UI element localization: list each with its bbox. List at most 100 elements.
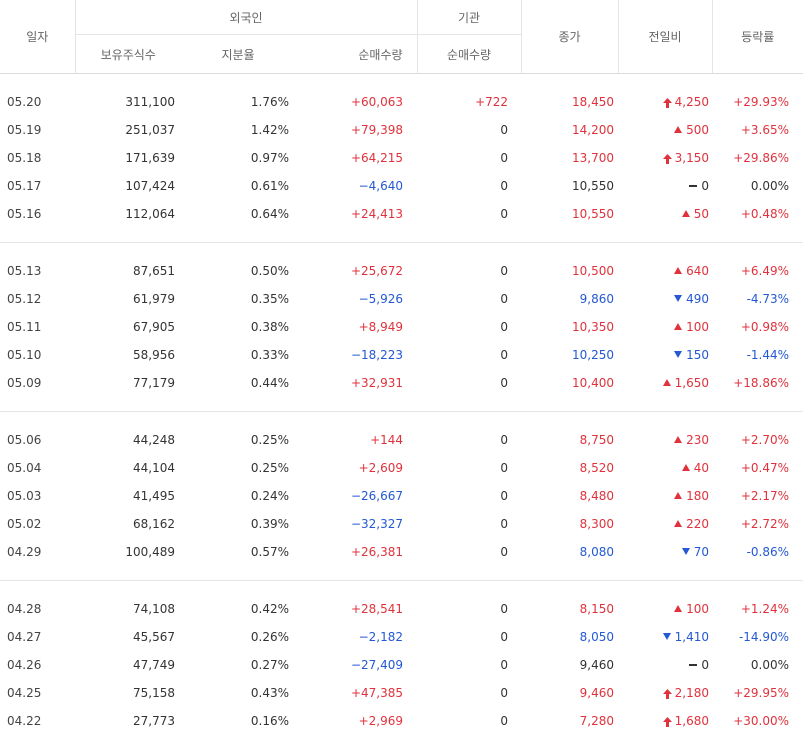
close-cell: 8,520 — [521, 454, 618, 482]
change-cell: 490 — [618, 285, 712, 313]
ownership-cell: 0.16% — [181, 707, 295, 735]
rate-cell: +30.00% — [712, 707, 803, 735]
foreign-net-cell: +26,381 — [295, 538, 417, 566]
change-value: 100 — [686, 320, 709, 334]
table-header: 일자 외국인 기관 종가 전일비 등락률 보유주식수 지분율 순매수량 순매수량 — [0, 0, 803, 74]
ownership-cell: 0.33% — [181, 341, 295, 369]
change-cell: 230 — [618, 426, 712, 454]
triangle-up-icon — [674, 520, 682, 527]
date-cell: 05.04 — [0, 454, 75, 482]
spacer-cell — [0, 243, 803, 258]
change-value: 0 — [701, 658, 709, 672]
inst-net-cell: 0 — [417, 144, 521, 172]
upper-limit-arrow-icon — [663, 97, 672, 107]
ownership-cell: 0.43% — [181, 679, 295, 707]
close-cell: 8,750 — [521, 426, 618, 454]
col-ownership-header: 지분율 — [181, 35, 295, 74]
rate-cell: -4.73% — [712, 285, 803, 313]
inst-net-cell: 0 — [417, 595, 521, 623]
ownership-cell: 0.35% — [181, 285, 295, 313]
holdings-cell: 77,179 — [75, 369, 181, 397]
ownership-cell: 0.39% — [181, 510, 295, 538]
col-inst-net-header: 순매수량 — [417, 35, 521, 74]
foreign-net-cell: +47,385 — [295, 679, 417, 707]
spacer-cell — [0, 566, 803, 581]
date-cell: 04.25 — [0, 679, 75, 707]
rate-cell: +2.72% — [712, 510, 803, 538]
ownership-cell: 0.42% — [181, 595, 295, 623]
close-cell: 10,350 — [521, 313, 618, 341]
date-cell: 05.11 — [0, 313, 75, 341]
holdings-cell: 58,956 — [75, 341, 181, 369]
foreign-net-cell: +32,931 — [295, 369, 417, 397]
inst-net-cell: 0 — [417, 426, 521, 454]
change-cell: 180 — [618, 482, 712, 510]
triangle-up-icon — [674, 126, 682, 133]
holdings-cell: 44,248 — [75, 426, 181, 454]
inst-net-cell: 0 — [417, 172, 521, 200]
foreign-net-cell: −5,926 — [295, 285, 417, 313]
rate-cell: -14.90% — [712, 623, 803, 651]
date-cell: 04.29 — [0, 538, 75, 566]
rate-cell: +0.47% — [712, 454, 803, 482]
rate-cell: -1.44% — [712, 341, 803, 369]
change-cell: 4,250 — [618, 88, 712, 116]
col-foreign-header: 외국인 — [75, 0, 417, 35]
rate-cell: +6.49% — [712, 257, 803, 285]
holdings-cell: 74,108 — [75, 595, 181, 623]
inst-net-cell: 0 — [417, 285, 521, 313]
change-value: 180 — [686, 489, 709, 503]
foreign-net-cell: +8,949 — [295, 313, 417, 341]
change-cell: 2,180 — [618, 679, 712, 707]
rate-cell: +2.70% — [712, 426, 803, 454]
upper-limit-arrow-icon — [663, 716, 672, 726]
ownership-cell: 0.97% — [181, 144, 295, 172]
rate-cell: 0.00% — [712, 172, 803, 200]
foreign-net-cell: +28,541 — [295, 595, 417, 623]
ownership-cell: 0.26% — [181, 623, 295, 651]
close-cell: 13,700 — [521, 144, 618, 172]
triangle-up-icon — [674, 323, 682, 330]
ownership-cell: 1.76% — [181, 88, 295, 116]
spacer-cell — [0, 581, 803, 596]
change-cell: 150 — [618, 341, 712, 369]
foreign-net-cell: +79,398 — [295, 116, 417, 144]
inst-net-cell: 0 — [417, 538, 521, 566]
triangle-up-icon — [674, 492, 682, 499]
change-value: 3,150 — [675, 151, 709, 165]
change-value: 1,410 — [675, 630, 709, 644]
change-cell: 640 — [618, 257, 712, 285]
change-cell: 1,680 — [618, 707, 712, 735]
holdings-cell: 27,773 — [75, 707, 181, 735]
group-spacer — [0, 566, 803, 581]
spacer-cell — [0, 397, 803, 412]
inst-net-cell: 0 — [417, 454, 521, 482]
ownership-cell: 0.50% — [181, 257, 295, 285]
close-cell: 10,550 — [521, 172, 618, 200]
upper-limit-arrow-icon — [663, 153, 672, 163]
inst-net-cell: 0 — [417, 257, 521, 285]
close-cell: 9,860 — [521, 285, 618, 313]
holdings-cell: 68,162 — [75, 510, 181, 538]
foreign-net-cell: +60,063 — [295, 88, 417, 116]
rate-cell: +0.98% — [712, 313, 803, 341]
change-cell: 1,650 — [618, 369, 712, 397]
triangle-up-icon — [674, 605, 682, 612]
inst-net-cell: 0 — [417, 313, 521, 341]
ownership-cell: 0.25% — [181, 454, 295, 482]
triangle-up-icon — [674, 436, 682, 443]
close-cell: 14,200 — [521, 116, 618, 144]
group-spacer — [0, 74, 803, 89]
close-cell: 10,550 — [521, 200, 618, 228]
